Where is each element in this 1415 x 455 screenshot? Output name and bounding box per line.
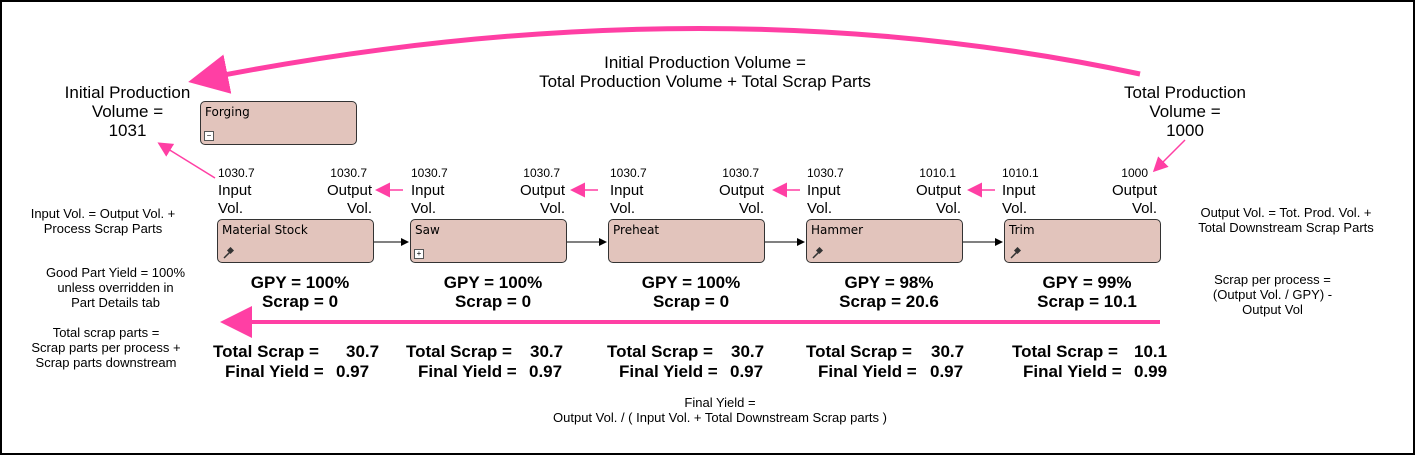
- hammer-icon: [222, 246, 235, 259]
- vol-label: Vol.: [1002, 200, 1028, 217]
- gpy-value: GPY = 100%: [641, 273, 741, 292]
- input-label: Input: [807, 182, 841, 199]
- process-label: Preheat: [613, 223, 660, 237]
- output-label: Output: [915, 182, 961, 199]
- vol-label: Vol.: [610, 200, 636, 217]
- input-vol-value: 1030.7: [218, 166, 255, 180]
- arrow-from-total: [1152, 139, 1186, 173]
- total-scrap-label: Total Scrap =: [806, 342, 912, 361]
- scrap-value: Scrap = 0: [261, 292, 339, 311]
- final-yield-label: Final Yield =: [818, 362, 917, 381]
- good-part-yield-note: Good Part Yield = 100% unless overridden…: [45, 265, 186, 310]
- expand-plus-icon[interactable]: +: [414, 249, 424, 259]
- input-vol-value: 1030.7: [411, 166, 448, 180]
- total-volume-note: Total Production Volume = 1000: [1124, 83, 1246, 140]
- input-vol-value: 1030.7: [807, 166, 844, 180]
- process-label: Material Stock: [222, 223, 308, 237]
- output-vol-value: 1030.7: [523, 166, 560, 180]
- gpy-value: GPY = 100%: [250, 273, 350, 292]
- process-saw[interactable]: Saw +: [410, 219, 567, 263]
- hammer-icon: [1009, 246, 1022, 259]
- vol-label: Vol.: [539, 200, 565, 217]
- arrow-to-initial: [157, 142, 216, 179]
- output-vol-value: 1030.7: [722, 166, 759, 180]
- total-scrap-value: 30.7: [731, 342, 765, 361]
- output-vol-value: 1000: [1121, 166, 1148, 180]
- process-material-stock[interactable]: Material Stock: [217, 219, 374, 263]
- process-label: Saw: [415, 223, 440, 237]
- total-scrap-value: 30.7: [346, 342, 380, 361]
- scrap-value: Scrap = 0: [454, 292, 532, 311]
- total-scrap-label: Total Scrap =: [213, 342, 319, 361]
- gpy-value: GPY = 98%: [844, 273, 934, 292]
- forging-label: Forging: [205, 105, 250, 119]
- top-curve-arrow: [188, 25, 1141, 94]
- total-scrap-label: Total Scrap =: [1012, 342, 1118, 361]
- vol-label: Vol.: [218, 200, 244, 217]
- scrap-value: Scrap = 10.1: [1037, 292, 1137, 311]
- process-label: Trim: [1009, 223, 1035, 237]
- total-scrap-label: Total Scrap =: [607, 342, 713, 361]
- final-yield-value: 0.97: [336, 362, 370, 381]
- scrap-value: Scrap = 20.6: [839, 292, 939, 311]
- output-label: Output: [718, 182, 764, 199]
- final-yield-value: 0.97: [529, 362, 563, 381]
- input-label: Input: [411, 182, 445, 199]
- output-vol-note: Output Vol. = Tot. Prod. Vol. + Total Do…: [1198, 205, 1374, 235]
- forging-block[interactable]: Forging −: [200, 101, 357, 145]
- final-yield-label: Final Yield =: [619, 362, 718, 381]
- input-vol-value: 1030.7: [610, 166, 647, 180]
- input-vol-note: Input Vol. = Output Vol. + Process Scrap…: [30, 206, 176, 236]
- collapse-minus-icon[interactable]: −: [204, 131, 214, 141]
- final-yield-formula: Final Yield = Output Vol. / ( Input Vol.…: [553, 395, 887, 425]
- output-vol-value: 1010.1: [919, 166, 956, 180]
- total-scrap-value: 10.1: [1134, 342, 1168, 361]
- vol-label: Vol.: [738, 200, 764, 217]
- vol-label: Vol.: [346, 200, 372, 217]
- gpy-value: GPY = 99%: [1042, 273, 1132, 292]
- total-scrap-value: 30.7: [530, 342, 564, 361]
- input-label: Input: [610, 182, 644, 199]
- vol-label: Vol.: [1131, 200, 1157, 217]
- process-trim[interactable]: Trim: [1004, 219, 1161, 263]
- vol-label: Vol.: [807, 200, 833, 217]
- process-hammer[interactable]: Hammer: [806, 219, 963, 263]
- final-yield-label: Final Yield =: [418, 362, 517, 381]
- process-label: Hammer: [811, 223, 864, 237]
- initial-volume-formula: Initial Production Volume = Total Produc…: [539, 53, 871, 91]
- final-yield-label: Final Yield =: [225, 362, 324, 381]
- gpy-value: GPY = 100%: [443, 273, 543, 292]
- total-scrap-label: Total Scrap =: [406, 342, 512, 361]
- initial-volume-note: Initial Production Volume = 1031: [64, 83, 191, 140]
- output-label: Output: [519, 182, 565, 199]
- hammer-icon: [811, 246, 824, 259]
- final-yield-value: 0.97: [930, 362, 964, 381]
- output-vol-value: 1030.7: [330, 166, 367, 180]
- output-label: Output: [326, 182, 372, 199]
- scrap-value: Scrap = 0: [652, 292, 730, 311]
- input-label: Input: [218, 182, 252, 199]
- vol-label: Vol.: [935, 200, 961, 217]
- input-vol-value: 1010.1: [1002, 166, 1039, 180]
- process-preheat[interactable]: Preheat: [608, 219, 765, 263]
- final-yield-value: 0.99: [1134, 362, 1168, 381]
- vol-label: Vol.: [411, 200, 437, 217]
- total-scrap-value: 30.7: [931, 342, 965, 361]
- final-yield-label: Final Yield =: [1023, 362, 1122, 381]
- total-scrap-note: Total scrap parts = Scrap parts per proc…: [31, 325, 181, 370]
- scrap-per-process-note: Scrap per process = (Output Vol. / GPY) …: [1212, 272, 1333, 317]
- final-yield-value: 0.97: [730, 362, 764, 381]
- input-label: Input: [1002, 182, 1036, 199]
- output-label: Output: [1111, 182, 1157, 199]
